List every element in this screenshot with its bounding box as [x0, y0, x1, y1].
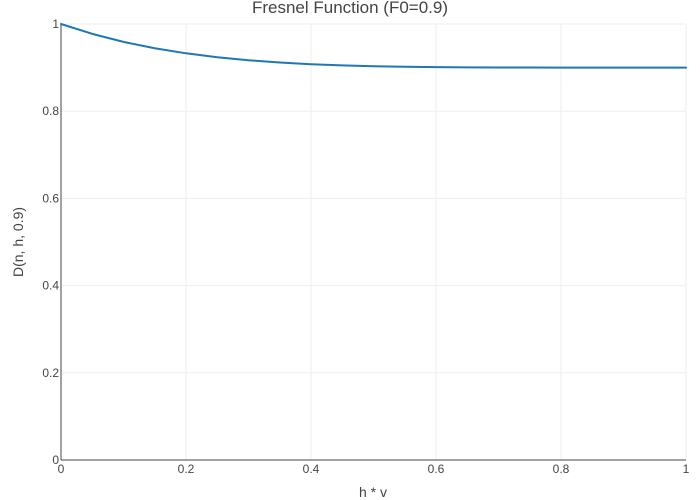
- y-tick-label: 0.4: [42, 279, 59, 293]
- x-tick-label: 0: [58, 462, 65, 476]
- y-tick-label: 0: [52, 453, 59, 467]
- series-line: [60, 23, 687, 69]
- y-tick-label: 0.2: [42, 366, 59, 380]
- axis-layer: [60, 24, 686, 461]
- x-tick-label: 0.6: [428, 462, 445, 476]
- x-axis-label: h * v: [359, 484, 387, 500]
- y-axis-label: D(n, h, 0.9): [10, 207, 26, 277]
- y-tick-label: 0.6: [42, 191, 59, 205]
- y-tick-label: 1: [52, 17, 59, 31]
- y-tick-label: 0.8: [42, 104, 59, 118]
- x-tick-label: 0.2: [178, 462, 195, 476]
- chart-title: Fresnel Function (F0=0.9): [252, 0, 448, 17]
- x-tick-label: 0.8: [553, 462, 570, 476]
- x-tick-label: 1: [683, 462, 690, 476]
- series-layer: [60, 23, 687, 69]
- grid-layer: [61, 23, 687, 460]
- x-tick-label: 0.4: [303, 462, 320, 476]
- tick-layer: 0 0.2 0.4 0.6 0.8 1 0 0.2 0.4 0.6 0.8 1: [42, 17, 689, 476]
